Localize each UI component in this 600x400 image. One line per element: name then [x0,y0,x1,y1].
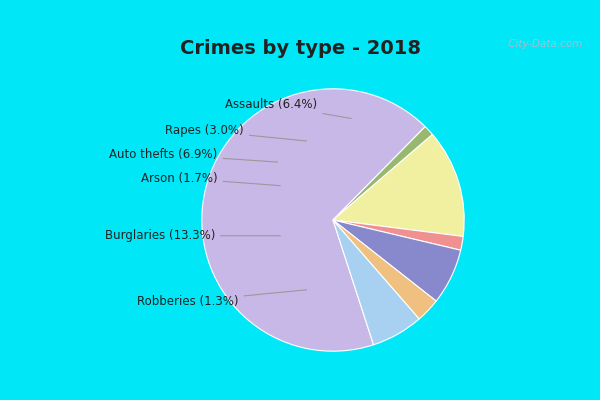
Text: Assaults (6.4%): Assaults (6.4%) [225,98,351,118]
Text: Rapes (3.0%): Rapes (3.0%) [165,124,307,141]
Text: Thefts (67.4%): Thefts (67.4%) [0,399,1,400]
Text: Burglaries (13.3%): Burglaries (13.3%) [104,229,280,242]
Wedge shape [333,134,464,236]
Text: Auto thefts (6.9%): Auto thefts (6.9%) [109,148,278,162]
Wedge shape [202,89,425,351]
Text: Arson (1.7%): Arson (1.7%) [141,172,280,186]
Wedge shape [333,220,461,301]
Text: City-Data.com: City-Data.com [505,39,582,49]
Wedge shape [333,220,463,250]
Text: Crimes by type - 2018: Crimes by type - 2018 [179,39,421,58]
Wedge shape [333,127,433,220]
Wedge shape [333,220,436,319]
Text: Robberies (1.3%): Robberies (1.3%) [137,290,307,308]
Wedge shape [333,220,419,345]
